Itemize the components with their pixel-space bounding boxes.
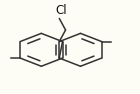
Text: Cl: Cl: [56, 5, 67, 17]
